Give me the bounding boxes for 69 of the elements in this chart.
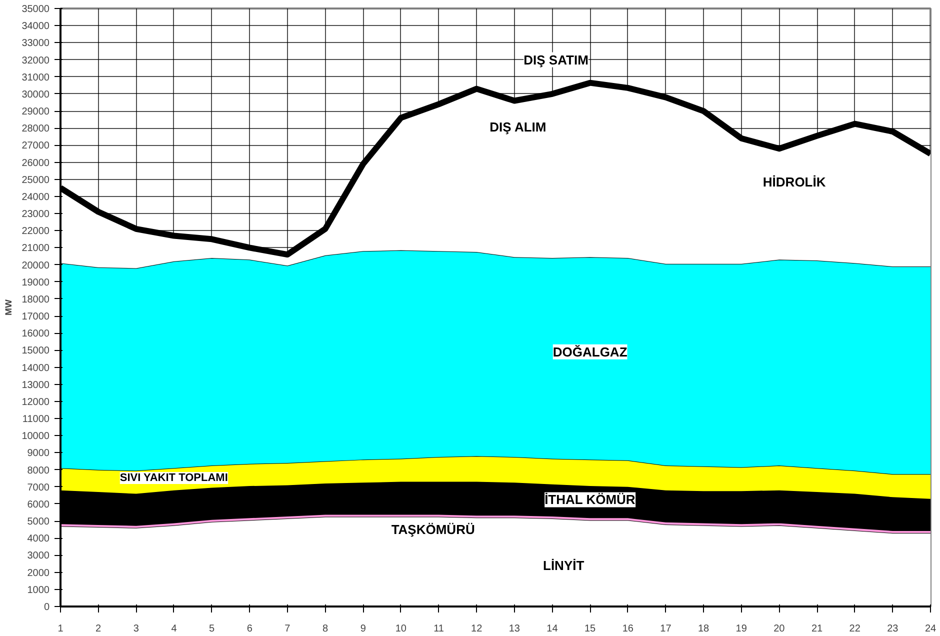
y-tick-label: 4000 (27, 534, 50, 545)
y-tick-label: 3000 (27, 550, 50, 562)
y-tick-label: 12000 (22, 396, 50, 408)
x-tick-label: 6 (246, 624, 253, 634)
x-tick-label: 12 (471, 624, 483, 634)
annotation: DOĞALGAZ (552, 344, 628, 360)
x-tick-label: 7 (284, 624, 291, 634)
x-tick-label: 13 (508, 624, 520, 634)
x-tick-label: 15 (584, 624, 596, 634)
y-tick-label: 16000 (22, 328, 50, 340)
annotation: HİDROLİK (762, 174, 826, 190)
y-tick-label: 13000 (22, 380, 50, 391)
x-tick-label: 14 (546, 624, 558, 634)
y-tick-label: 33000 (22, 38, 50, 50)
annotation: LİNYİT (543, 558, 584, 573)
y-tick-label: 8000 (27, 465, 50, 476)
annotation: DIŞ ALIM (490, 120, 546, 135)
y-tick-label: 15000 (22, 346, 50, 357)
x-tick-label: 10 (395, 624, 407, 634)
y-tick-label: 22000 (22, 226, 50, 238)
y-tick-label: 5000 (27, 516, 50, 528)
x-tick-label: 22 (849, 624, 861, 634)
y-tick-label: 34000 (22, 21, 50, 32)
y-tick-label: 28000 (22, 124, 50, 135)
y-tick-label: 29000 (22, 106, 50, 118)
annotation: İTHAL KÖMÜR (544, 492, 636, 508)
x-tick-label: 18 (698, 624, 710, 634)
y-tick-label: 23000 (22, 209, 50, 220)
y-tick-label: 7000 (27, 482, 50, 494)
x-tick-label: 1 (58, 624, 64, 634)
y-tick-label: 18000 (22, 294, 50, 306)
annotation: TAŞKÖMÜRÜ (391, 522, 475, 538)
annotation: DIŞ SATIM (524, 52, 588, 68)
y-tick-label: 24000 (22, 192, 50, 203)
x-tick-label: 8 (322, 624, 328, 634)
x-tick-label: 19 (736, 624, 748, 634)
y-tick-label: 30000 (22, 89, 50, 100)
x-tick-label: 5 (209, 624, 216, 634)
y-tick-label: 26000 (22, 158, 50, 169)
y-tick-label: 10000 (22, 431, 50, 442)
annotation: SIVI YAKIT TOPLAMI (120, 472, 228, 484)
x-tick-label: 21 (811, 624, 824, 634)
x-tick-label: 9 (360, 624, 366, 634)
y-tick-label: 2000 (27, 568, 50, 579)
x-tick-label: 3 (133, 624, 140, 634)
y-tick-label: 25000 (22, 174, 50, 186)
y-tick-label: 6000 (27, 499, 50, 510)
x-tick-label: 16 (622, 624, 634, 634)
y-tick-label: 32000 (22, 55, 50, 66)
y-tick-label: 27000 (22, 140, 50, 152)
x-tick-label: 11 (434, 624, 444, 634)
x-tick-label: 17 (660, 624, 672, 634)
x-tick-label: 2 (96, 624, 102, 634)
x-tick-label: 24 (924, 624, 936, 634)
y-tick-label: 21000 (22, 243, 50, 254)
x-tick-label: 23 (887, 624, 899, 634)
y-tick-label: 9000 (27, 448, 50, 460)
y-tick-label: 11000 (22, 414, 50, 426)
y-tick-label: 31000 (22, 72, 50, 84)
y-tick-label: 19000 (22, 277, 50, 288)
y-axis-title: MW (4, 299, 14, 316)
y-tick-label: 1000 (27, 584, 50, 596)
y-tick-label: 35000 (22, 4, 50, 15)
x-tick-label: 20 (774, 624, 786, 634)
x-tick-label: 4 (171, 624, 178, 634)
y-tick-label: 20000 (22, 260, 50, 272)
y-tick-label: 14000 (22, 362, 50, 374)
y-tick-label: 17000 (22, 312, 50, 323)
y-tick-label: 0 (44, 602, 50, 613)
